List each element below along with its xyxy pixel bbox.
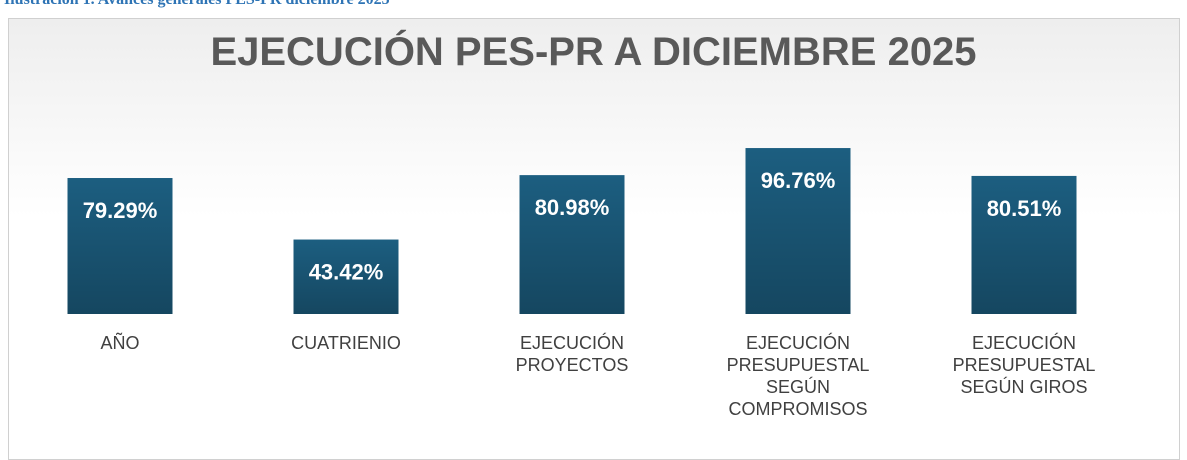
value-label: 80.98% — [535, 195, 610, 220]
chart-title: EJECUCIÓN PES-PR A DICIEMBRE 2025 — [210, 30, 977, 74]
x-tick-label: EJECUCIÓN PRESUPUESTAL SEGÚN COMPROMISOS — [726, 333, 870, 419]
bar-shade — [745, 148, 851, 314]
bar-shade — [971, 175, 1077, 314]
value-label: 96.76% — [761, 168, 836, 193]
value-label: 80.51% — [987, 196, 1062, 221]
value-label: 43.42% — [309, 260, 384, 285]
chart: 79.29% 43.42% 80.98% 96.76% 80.51% — [67, 148, 1077, 314]
value-label: 79.29% — [83, 198, 158, 223]
x-tick-label: EJECUCIÓN PROYECTOS — [515, 333, 629, 375]
x-tick-label: EJECUCIÓN PRESUPUESTAL SEGÚN GIROS — [952, 333, 1096, 397]
page: Ilustración 1. Avances generales PES-PR … — [4, 0, 1180, 460]
bar-shade — [67, 178, 173, 314]
x-tick-label: AÑO — [100, 333, 140, 353]
x-tick-label: CUATRIENIO — [291, 333, 401, 353]
bar-shade — [293, 239, 399, 314]
caption: Ilustración 1. Avances generales PES-PR … — [4, 0, 390, 9]
bar-shade — [519, 175, 625, 314]
